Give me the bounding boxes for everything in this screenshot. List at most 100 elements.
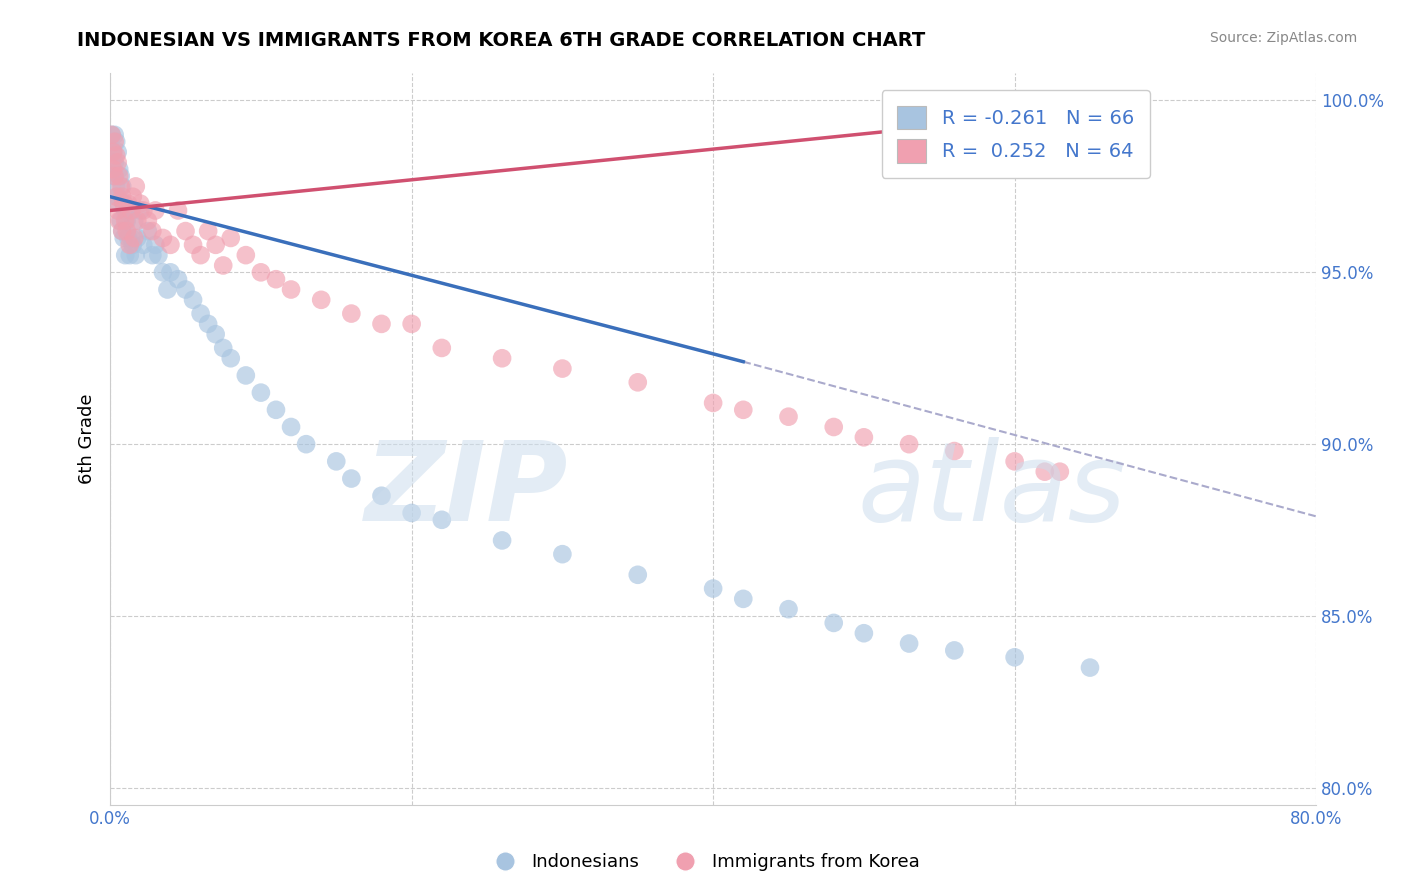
Point: [1078, 660, 1101, 674]
Point: [148, 248, 170, 262]
Point: [235, 368, 257, 383]
Point: [778, 602, 800, 616]
Point: [1064, 128, 1087, 142]
Point: [120, 203, 142, 218]
Point: [250, 265, 273, 279]
Point: [702, 582, 724, 596]
Point: [100, 128, 122, 142]
Point: [823, 420, 845, 434]
Point: [491, 351, 513, 366]
Point: [167, 272, 190, 286]
Point: [107, 203, 129, 218]
Point: [627, 376, 650, 390]
Point: [101, 169, 124, 183]
Point: [111, 179, 134, 194]
Point: [125, 248, 148, 262]
Point: [181, 237, 204, 252]
Point: [167, 203, 190, 218]
Point: [121, 190, 143, 204]
Point: [111, 224, 134, 238]
Point: [108, 169, 131, 183]
Point: [105, 190, 128, 204]
Point: [1078, 100, 1101, 114]
Point: [121, 237, 143, 252]
Point: [430, 341, 453, 355]
Point: [129, 196, 152, 211]
Point: [250, 385, 273, 400]
Point: [141, 248, 163, 262]
Point: [114, 214, 136, 228]
Point: [212, 341, 235, 355]
Point: [852, 626, 875, 640]
Point: [110, 214, 132, 228]
Point: [104, 169, 127, 183]
Point: [1049, 465, 1071, 479]
Point: [136, 214, 159, 228]
Point: [107, 190, 129, 204]
Point: [104, 128, 127, 142]
Point: [118, 237, 141, 252]
Point: [104, 155, 127, 169]
Point: [1004, 454, 1026, 468]
Point: [108, 162, 131, 177]
Point: [370, 489, 392, 503]
Point: [152, 231, 174, 245]
Point: [115, 214, 138, 228]
Point: [1004, 650, 1026, 665]
Point: [141, 224, 163, 238]
Point: [204, 327, 226, 342]
Point: [823, 615, 845, 630]
Point: [190, 248, 212, 262]
Point: [101, 145, 124, 159]
Point: [110, 179, 132, 194]
Point: [401, 506, 423, 520]
Point: [401, 317, 423, 331]
Point: [117, 196, 139, 211]
Point: [159, 265, 181, 279]
Point: [280, 420, 302, 434]
Point: [219, 351, 242, 366]
Point: [104, 135, 127, 149]
Point: [110, 169, 132, 183]
Point: [159, 237, 181, 252]
Point: [943, 444, 966, 458]
Point: [105, 135, 128, 149]
Point: [108, 214, 131, 228]
Point: [145, 203, 167, 218]
Point: [174, 224, 197, 238]
Point: [111, 190, 134, 204]
Point: [1094, 145, 1116, 159]
Point: [132, 237, 155, 252]
Point: [309, 293, 332, 307]
Point: [100, 128, 122, 142]
Point: [129, 203, 152, 218]
Point: [702, 396, 724, 410]
Point: [264, 272, 287, 286]
Point: [898, 636, 921, 650]
Point: [132, 203, 155, 218]
Point: [204, 237, 226, 252]
Point: [430, 513, 453, 527]
Text: Source: ZipAtlas.com: Source: ZipAtlas.com: [1209, 31, 1357, 45]
Point: [1033, 465, 1056, 479]
Point: [551, 361, 574, 376]
Point: [264, 402, 287, 417]
Point: [551, 547, 574, 561]
Text: ZIP: ZIP: [366, 437, 568, 544]
Point: [491, 533, 513, 548]
Point: [114, 203, 136, 218]
Point: [852, 430, 875, 444]
Point: [212, 259, 235, 273]
Point: [181, 293, 204, 307]
Point: [117, 231, 139, 245]
Point: [124, 231, 146, 245]
Point: [115, 224, 138, 238]
Point: [219, 231, 242, 245]
Point: [120, 231, 142, 245]
Y-axis label: 6th Grade: 6th Grade: [79, 393, 96, 484]
Point: [943, 643, 966, 657]
Point: [125, 179, 148, 194]
Point: [127, 214, 149, 228]
Point: [108, 196, 131, 211]
Point: [340, 307, 363, 321]
